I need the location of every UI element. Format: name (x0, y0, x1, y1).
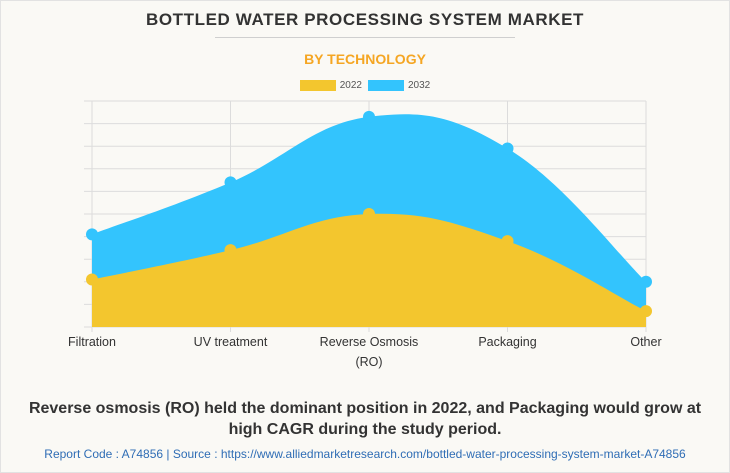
data-point-2022 (224, 244, 237, 257)
x-tick-label: Reverse Osmosis (320, 335, 419, 349)
data-point-2022 (640, 305, 652, 318)
data-point-2022 (363, 208, 375, 220)
legend: 2022 2032 (0, 80, 730, 91)
data-point-2032 (640, 275, 652, 288)
x-tick-label: Other (630, 335, 661, 349)
chart-title: BOTTLED WATER PROCESSING SYSTEM MARKET (145, 10, 585, 29)
chart-subtitle: BY TECHNOLOGY (304, 51, 426, 67)
data-point-2032 (86, 228, 98, 241)
legend-swatch-2032 (368, 80, 404, 91)
data-point-2032 (501, 142, 514, 155)
x-tick-label: Packaging (478, 335, 536, 349)
data-point-2032 (224, 176, 237, 189)
legend-item-2032[interactable]: 2032 (368, 80, 430, 91)
x-tick-label: (RO) (355, 355, 382, 369)
legend-item-2022[interactable]: 2022 (299, 80, 362, 91)
data-point-2022 (501, 235, 514, 248)
legend-label-2022: 2022 (339, 80, 362, 91)
data-point-2022 (86, 273, 98, 286)
x-tick-label: UV treatment (194, 335, 268, 349)
chart-caption: Reverse osmosis (RO) held the dominant p… (28, 400, 702, 438)
source-line[interactable]: Report Code : A74856 | Source : https://… (44, 447, 686, 461)
x-tick-label: Filtration (68, 335, 116, 349)
legend-label-2032: 2032 (408, 80, 431, 91)
title-divider (215, 37, 515, 38)
legend-swatch-2022 (299, 80, 336, 91)
data-point-2032 (363, 110, 375, 123)
